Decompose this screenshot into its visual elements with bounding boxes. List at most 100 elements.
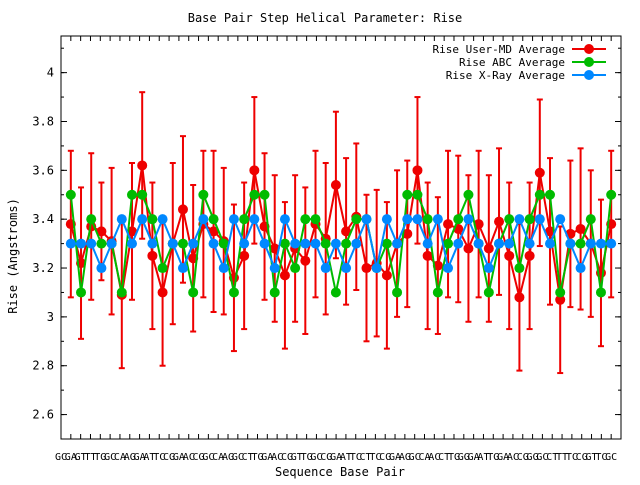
data-point <box>432 287 443 298</box>
data-point <box>341 226 352 237</box>
data-point <box>147 250 158 261</box>
data-point <box>504 214 515 225</box>
y-tick-label: 3 <box>47 310 54 324</box>
data-point <box>595 238 606 249</box>
data-point <box>545 226 556 237</box>
data-point <box>208 214 219 225</box>
x-tick-label: GC <box>202 452 214 463</box>
x-tick-label: GA <box>468 452 480 463</box>
y-tick-label: 3.4 <box>32 212 54 226</box>
x-tick-label: AT <box>340 452 352 463</box>
data-point <box>218 238 229 249</box>
y-axis-label: Rise (Angstroms) <box>6 198 20 314</box>
data-point <box>412 165 423 176</box>
data-point <box>392 238 403 249</box>
y-tick-label: 4 <box>47 66 54 80</box>
data-point <box>65 238 76 249</box>
data-point <box>545 189 556 200</box>
data-point <box>483 287 494 298</box>
y-tick-label: 3.6 <box>32 163 54 177</box>
data-point <box>239 214 250 225</box>
data-point <box>157 214 168 225</box>
data-point <box>269 243 280 254</box>
x-tick-label: GA <box>134 452 146 463</box>
plot-area: 2.62.833.23.43.63.84GCGAGTTTTGGCCAAGGAAT… <box>32 35 622 463</box>
x-tick-label: GA <box>330 452 342 463</box>
data-point <box>259 189 270 200</box>
data-point <box>555 214 566 225</box>
x-tick-label: GA <box>65 452 77 463</box>
x-tick-label: GC <box>104 452 116 463</box>
data-point <box>249 165 260 176</box>
data-point <box>402 189 413 200</box>
x-tick-label: AC <box>507 452 519 463</box>
series-line <box>69 165 613 300</box>
data-point <box>269 287 280 298</box>
data-point <box>300 255 311 266</box>
x-tick-label: TC <box>369 452 381 463</box>
data-point <box>534 189 545 200</box>
data-point <box>228 287 239 298</box>
data-point <box>565 238 576 249</box>
data-point <box>177 263 188 274</box>
data-point <box>249 189 260 200</box>
x-tick-label: AT <box>143 452 155 463</box>
plot-frame <box>60 35 622 440</box>
data-point <box>545 238 556 249</box>
x-tick-label: GC <box>310 452 322 463</box>
data-point <box>147 238 158 249</box>
data-point <box>310 214 321 225</box>
data-point <box>341 263 352 274</box>
series-3 <box>65 214 617 274</box>
data-point <box>208 238 219 249</box>
data-point <box>402 228 413 239</box>
y-tick-label: 3.2 <box>32 261 54 275</box>
x-tick-label: GC <box>55 452 67 463</box>
y-tick-label: 2.8 <box>32 359 54 373</box>
x-tick-label: GG <box>527 452 539 463</box>
data-point <box>116 287 127 298</box>
data-point <box>463 243 474 254</box>
data-point <box>96 238 107 249</box>
x-tick-label: CG <box>163 452 175 463</box>
data-point <box>443 238 454 249</box>
data-point <box>330 238 341 249</box>
x-tick-label: TT <box>84 452 96 463</box>
data-point <box>555 287 566 298</box>
legend-marker <box>584 70 594 80</box>
x-tick-label: GG <box>458 452 470 463</box>
data-point <box>320 263 331 274</box>
x-tick-label: CA <box>212 452 224 463</box>
data-point <box>453 238 464 249</box>
data-point <box>188 238 199 249</box>
data-point <box>473 238 484 249</box>
x-tick-label: AT <box>477 452 489 463</box>
data-point <box>290 238 301 249</box>
data-point <box>116 214 127 225</box>
data-point <box>239 238 250 249</box>
x-tick-label: GA <box>261 452 273 463</box>
data-point <box>106 238 117 249</box>
data-point <box>198 214 209 225</box>
x-tick-label: CG <box>517 452 529 463</box>
x-tick-label: AC <box>271 452 283 463</box>
data-point <box>239 250 250 261</box>
y-tick-label: 2.6 <box>32 408 54 422</box>
x-tick-label: GA <box>497 452 509 463</box>
x-tick-label: GC <box>536 452 548 463</box>
data-point <box>504 238 515 249</box>
data-point <box>167 238 178 249</box>
data-point <box>218 263 229 274</box>
data-point <box>534 167 545 178</box>
data-point <box>422 250 433 261</box>
data-point <box>137 160 148 171</box>
data-point <box>279 270 290 281</box>
data-point <box>310 238 321 249</box>
chart-title: Base Pair Step Helical Parameter: Rise <box>188 11 463 25</box>
data-point <box>65 189 76 200</box>
data-point <box>279 214 290 225</box>
legend-marker <box>584 44 594 54</box>
data-point <box>269 263 280 274</box>
data-point <box>76 287 87 298</box>
x-tick-label: TG <box>94 452 106 463</box>
